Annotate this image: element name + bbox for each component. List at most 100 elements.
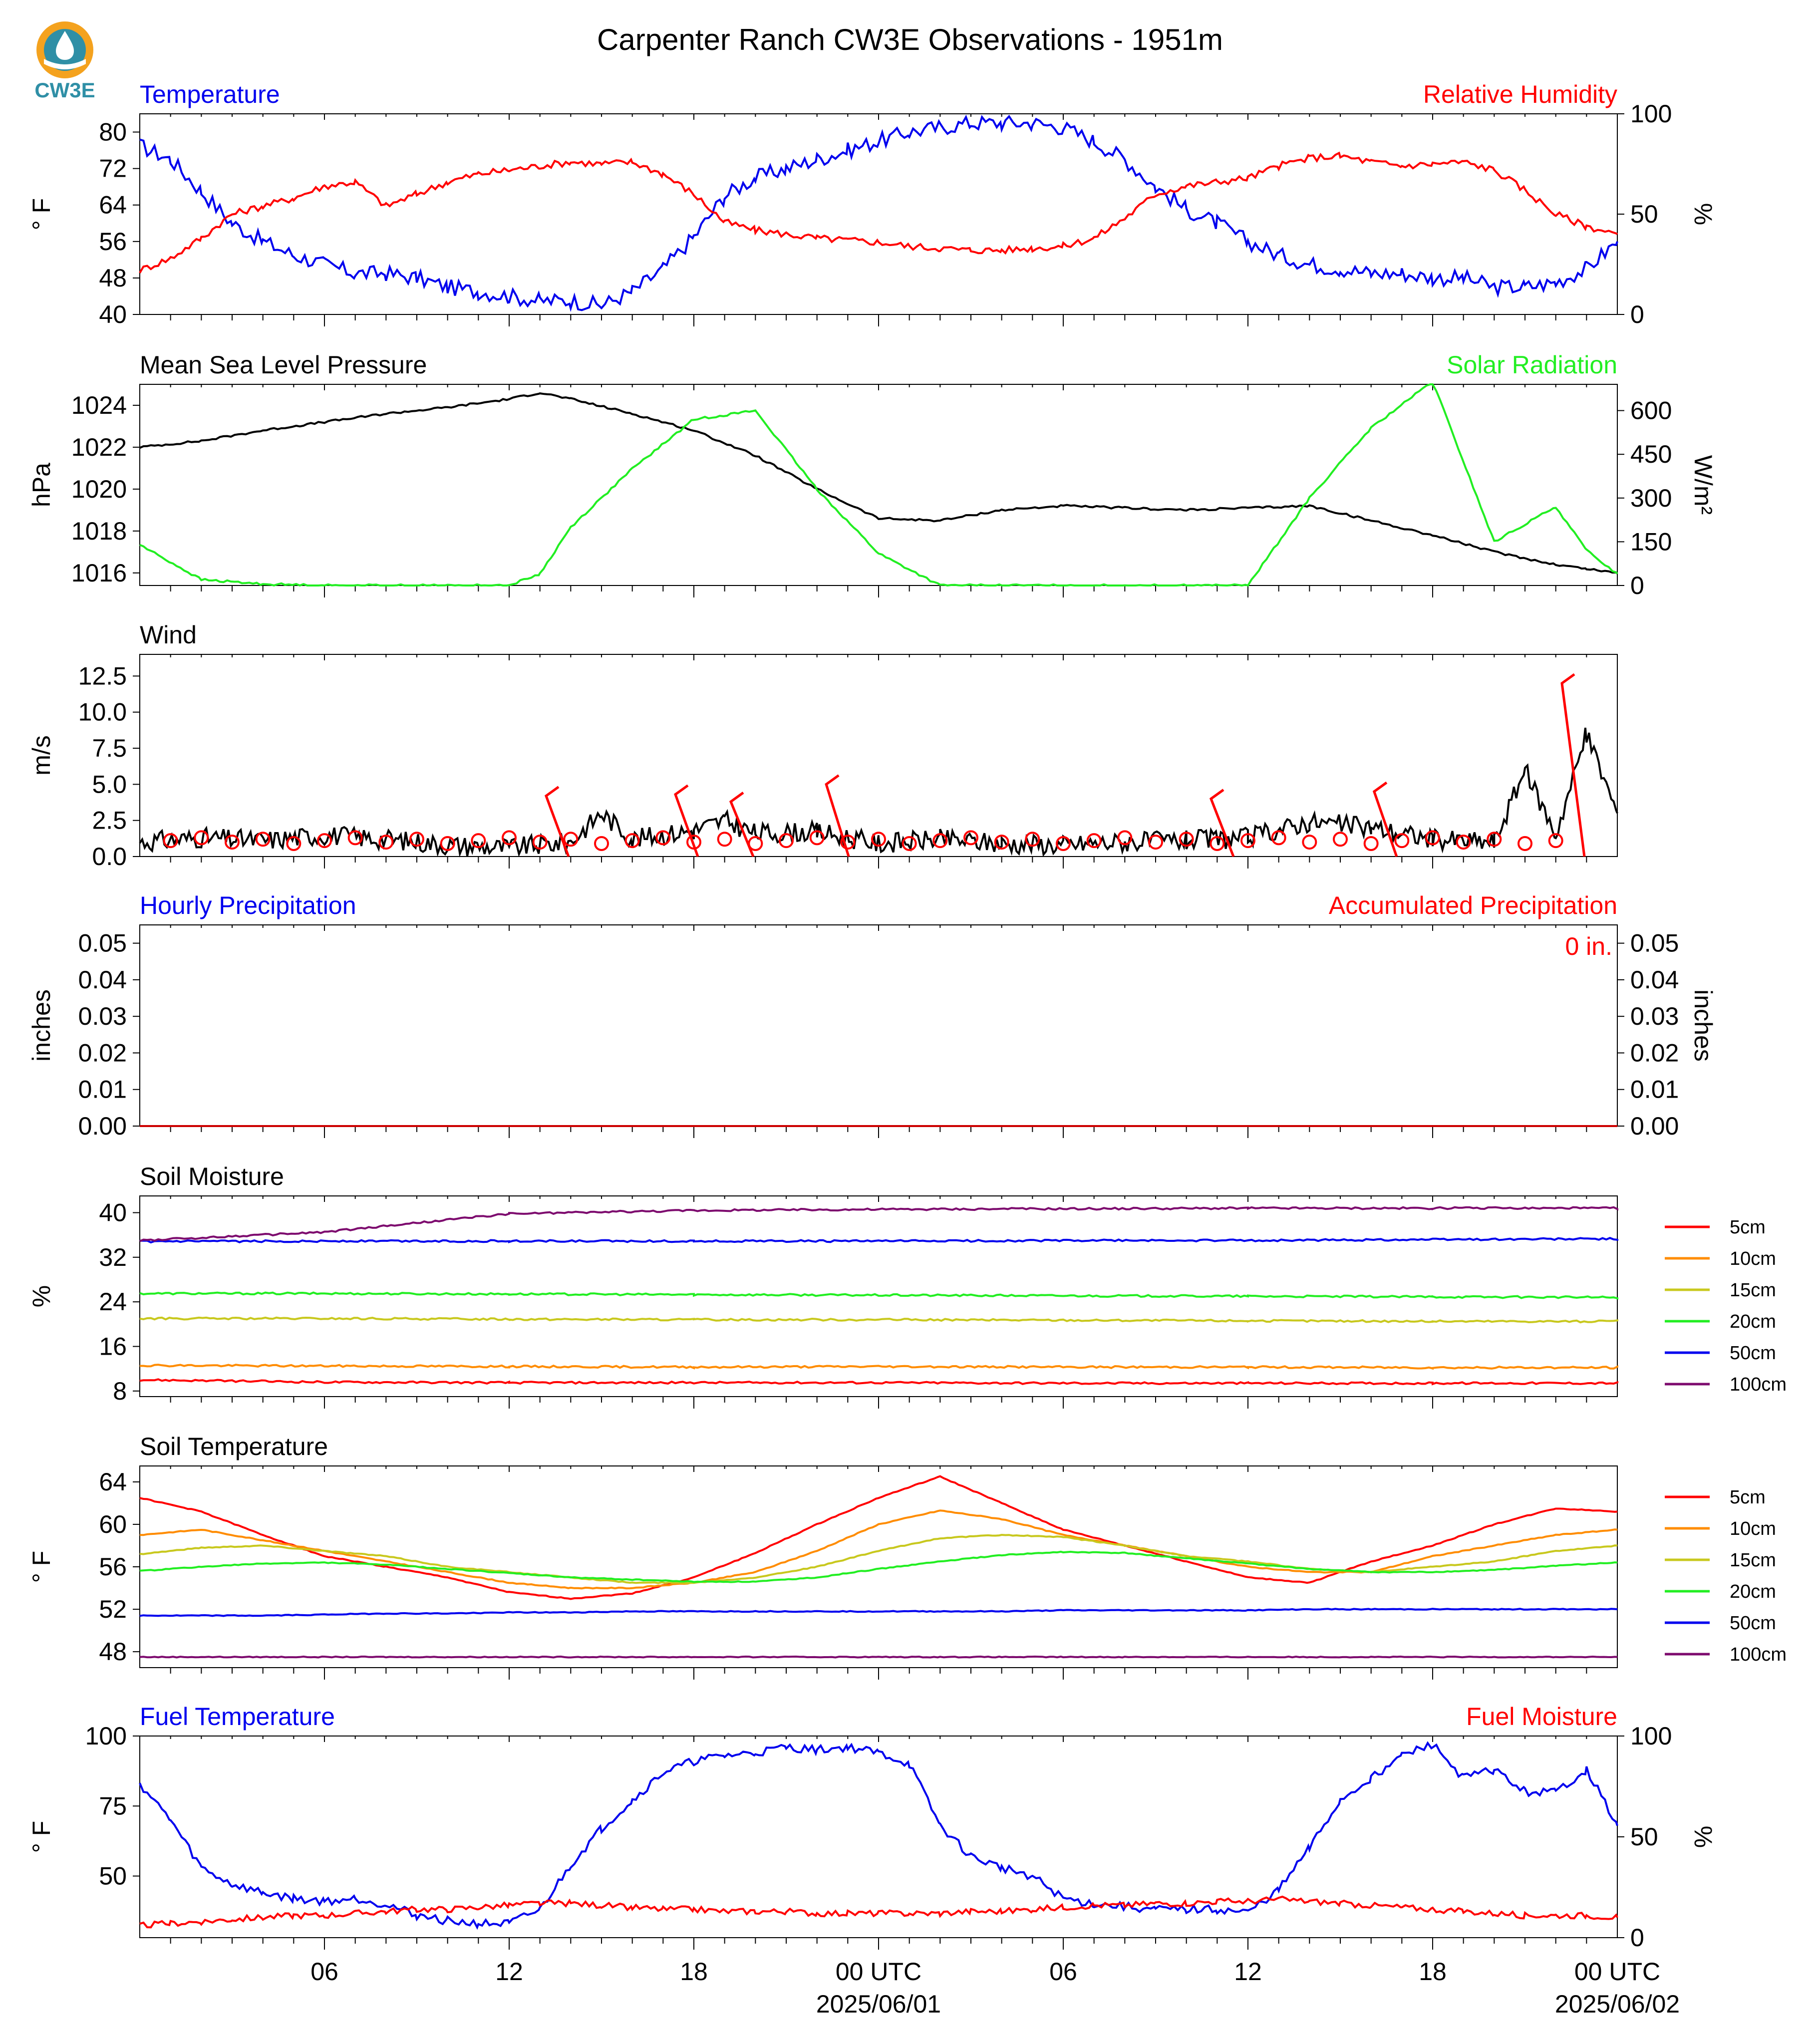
y-tick-label: 24: [99, 1288, 127, 1316]
panel-5: Soil Moisture 8 16 24 32 40% 5cm 10cm 15cm 20cm 50…: [27, 1162, 1787, 1409]
y-tick-label: 16: [99, 1333, 127, 1361]
wind-calm-circle: [1179, 832, 1194, 847]
panel-title-right: Accumulated Precipitation: [1329, 891, 1617, 919]
wind-calm-circle: [532, 835, 548, 850]
wind-barb: [674, 784, 699, 857]
wind-calm-circle: [1394, 833, 1410, 849]
y-axis-label-left: inches: [27, 989, 55, 1062]
legend-label: 5cm: [1730, 1487, 1766, 1508]
wind-calm-circle: [1363, 836, 1379, 851]
panel-3: Wind 0.0 2.5 5.0 7.5 10.0 12.5 m/s: [27, 621, 1618, 870]
y-axis-label-left: %: [27, 1285, 55, 1307]
wind-calm-circle: [779, 833, 794, 849]
y-tick-label: 50: [99, 1862, 127, 1890]
wind-calm-circle: [194, 830, 209, 846]
series-line-10cm: [140, 1364, 1618, 1370]
wind-calm-circle: [317, 833, 332, 849]
series-line-2: [139, 1895, 1618, 1929]
y-tick-label: 10.0: [78, 698, 127, 726]
x-tick-label: 06: [1049, 1958, 1077, 1986]
wind-calm-circle: [1517, 836, 1532, 851]
wind-calm-circle: [1487, 832, 1502, 847]
series-line-20cm: [139, 1550, 1618, 1583]
legend-label: 20cm: [1730, 1311, 1776, 1332]
x-tick-label: 18: [1419, 1958, 1447, 1986]
y-tick-label: 64: [99, 1468, 127, 1496]
legend-label: 100cm: [1730, 1374, 1787, 1395]
y-tick-label: 0.01: [78, 1076, 127, 1104]
series-line-20cm: [139, 1291, 1618, 1300]
series-line-50cm: [139, 1237, 1618, 1244]
y-tick-label-right: 0: [1630, 300, 1644, 328]
y-axis-label-left: ° F: [27, 1551, 55, 1583]
y-tick-label: 40: [99, 300, 127, 328]
panel-title-left: Fuel Temperature: [140, 1703, 335, 1731]
series-line-2: [139, 383, 1618, 587]
wind-calm-circle: [902, 836, 917, 851]
wind-calm-circle: [1240, 833, 1255, 849]
legend-label: 5cm: [1730, 1217, 1766, 1238]
y-tick-label-right: 0.00: [1630, 1112, 1679, 1140]
y-tick-label: 56: [99, 228, 127, 256]
y-tick-label-right: 0.02: [1630, 1039, 1679, 1067]
wind-calm-circle: [1025, 832, 1040, 847]
wind-calm-circle: [1210, 836, 1225, 851]
y-tick-label: 60: [99, 1510, 127, 1538]
wind-calm-circle: [1271, 830, 1286, 846]
wind-calm-circle: [471, 833, 486, 849]
series-line-1: [139, 114, 1618, 312]
wind-calm-circle: [502, 830, 517, 846]
wind-calm-circle: [1548, 833, 1563, 849]
y-tick-label: 52: [99, 1595, 127, 1623]
wind-calm-circle: [1056, 836, 1071, 851]
cw3e-logo: CW3E: [34, 21, 95, 102]
wind-barb: [825, 774, 850, 857]
date-label: 2025/06/02: [1555, 1990, 1680, 2018]
y-axis-label-right: inches: [1689, 989, 1717, 1062]
wind-barb: [729, 792, 755, 857]
y-tick-label: 2.5: [92, 807, 127, 835]
wind-calm-circle: [347, 830, 363, 846]
y-tick-label: 48: [99, 1638, 127, 1666]
wind-calm-circle: [378, 835, 394, 850]
y-tick-label-right: 300: [1630, 484, 1672, 512]
y-tick-label: 100: [85, 1722, 127, 1750]
series-line-15cm: [139, 1316, 1618, 1324]
wind-calm-circle: [932, 833, 948, 849]
y-tick-label: 0.05: [78, 929, 127, 957]
panel-title-left: Hourly Precipitation: [140, 891, 356, 919]
legend-label: 10cm: [1730, 1248, 1776, 1269]
wind-calm-circle: [440, 836, 455, 851]
y-tick-label-right: 0: [1630, 572, 1644, 599]
wind-calm-circle: [871, 832, 886, 847]
y-tick-label-right: 100: [1630, 1722, 1672, 1750]
series-line-5cm: [139, 1378, 1618, 1386]
logo-drop-icon: [56, 31, 74, 60]
panel-2: Mean Sea Level Pressure Solar Radiation 10…: [27, 351, 1717, 599]
y-tick-label: 1018: [71, 517, 127, 545]
wind-calm-circle: [225, 835, 240, 850]
y-axis-label-left: hPa: [27, 463, 55, 507]
y-tick-label: 0.0: [92, 843, 127, 870]
panel-4: Hourly Precipitation Accumulated Precipit…: [27, 891, 1717, 1140]
wind-calm-circle: [563, 832, 579, 847]
panel-7: Fuel Temperature Fuel Moisture 50 75 100 ° F 0…: [27, 1703, 1717, 1952]
y-tick-label: 1022: [71, 433, 127, 461]
accumulated-precip-label: 0 in.: [1565, 932, 1612, 960]
y-tick-label-right: 0.01: [1630, 1076, 1679, 1104]
y-tick-label-right: 450: [1630, 440, 1672, 468]
series-line-100cm: [139, 1206, 1618, 1242]
y-tick-label: 12.5: [78, 662, 127, 690]
wind-calm-circle: [840, 835, 856, 850]
page-title: Carpenter Ranch CW3E Observations - 1951…: [597, 23, 1223, 56]
x-tick-label: 00 UTC: [1574, 1958, 1660, 1986]
legend-label: 15cm: [1730, 1550, 1776, 1571]
logo-text: CW3E: [34, 78, 95, 102]
legend-label: 15cm: [1730, 1280, 1776, 1301]
legend-label: 50cm: [1730, 1343, 1776, 1364]
y-tick-label-right: 0.05: [1630, 929, 1679, 957]
panel-title-left: Mean Sea Level Pressure: [140, 351, 427, 379]
y-tick-label: 7.5: [92, 734, 127, 762]
x-tick-label: 12: [495, 1958, 523, 1986]
